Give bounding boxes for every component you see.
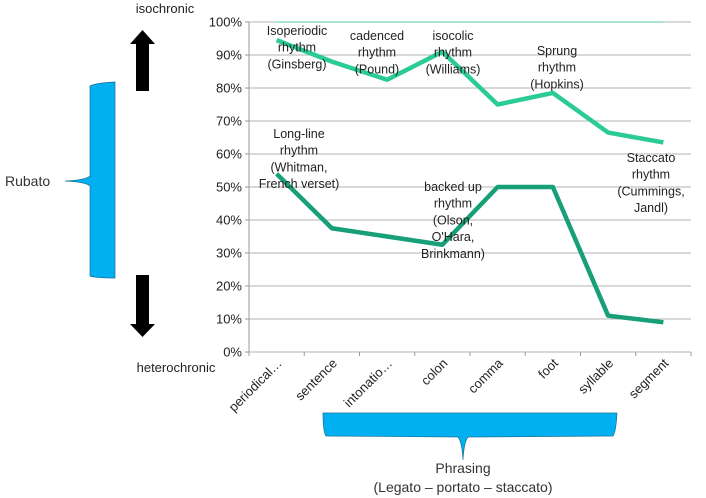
annotation-line: Brinkmann) bbox=[421, 247, 485, 261]
isochronic-label: isochronic bbox=[136, 1, 195, 16]
annotation-line: backed up bbox=[424, 180, 482, 194]
annotation: isocolic rhythm (Williams) bbox=[426, 29, 481, 76]
series-line-lower bbox=[275, 172, 664, 325]
phrasing-brace bbox=[322, 412, 618, 461]
annotation-line: isocolic bbox=[433, 29, 474, 43]
y-tick-label: 70% bbox=[216, 114, 242, 129]
annotation: Isoperiodic rhythm (Ginsberg) bbox=[267, 24, 327, 71]
annotation-line: O'Hara, bbox=[432, 230, 475, 244]
series-lines bbox=[275, 21, 664, 325]
annotation-line: (Hopkins) bbox=[530, 77, 584, 91]
annotation-line: rhythm bbox=[434, 46, 472, 60]
annotation-line: (Ginsberg) bbox=[267, 57, 326, 71]
y-tick-label: 10% bbox=[216, 312, 242, 327]
annotation: backed up rhythm (Olson, O'Hara, Brinkmann) bbox=[421, 180, 485, 261]
annotation-line: cadenced bbox=[350, 29, 404, 43]
series-line-upper bbox=[275, 38, 664, 145]
rubato-brace bbox=[64, 81, 116, 279]
y-tick-label: 100% bbox=[209, 15, 243, 30]
annotation: Long-line rhythm (Whitman, French verset) bbox=[259, 127, 340, 191]
annotation-line: French verset) bbox=[259, 177, 340, 191]
x-tick-label: intonatio… bbox=[341, 356, 396, 411]
y-tick-label: 30% bbox=[216, 246, 242, 261]
arrow-up-icon bbox=[130, 30, 155, 91]
phrasing-sublabel: (Legato – portato – staccato) bbox=[374, 479, 553, 495]
annotations: Isoperiodic rhythm (Ginsberg) cadenced rhyth… bbox=[259, 24, 685, 261]
y-tick-label: 80% bbox=[216, 81, 242, 96]
annotation-line: Sprung bbox=[537, 44, 577, 58]
y-tick-label: 60% bbox=[216, 147, 242, 162]
x-tick-label: syllable bbox=[575, 356, 616, 397]
rubato-label: Rubato bbox=[5, 173, 50, 189]
y-tick-label: 20% bbox=[216, 279, 242, 294]
annotation-line: rhythm bbox=[538, 61, 576, 75]
phrasing-label: Phrasing bbox=[435, 460, 490, 476]
annotation-line: rhythm bbox=[632, 168, 670, 182]
x-tick-label: foot bbox=[535, 355, 561, 381]
annotation-line: rhythm bbox=[280, 144, 318, 158]
x-axis-ticks: periodical… sentence intonatio… colon comma f… bbox=[226, 355, 672, 415]
y-axis-ticks: 0% 10% 20% 30% 40% 50% 60% 70% 80% 90% 100% bbox=[209, 15, 243, 360]
annotation: Staccato rhythm (Cummings, Jandl) bbox=[617, 151, 684, 215]
annotation-line: Jandl) bbox=[634, 201, 668, 215]
x-tick-label: colon bbox=[418, 356, 451, 389]
x-tick-label: comma bbox=[465, 355, 506, 396]
annotation-line: Isoperiodic bbox=[267, 24, 327, 38]
x-tick-label: sentence bbox=[292, 356, 340, 404]
heterochronic-label: heterochronic bbox=[137, 360, 216, 375]
x-tick-label: periodical… bbox=[226, 356, 285, 415]
y-tick-label: 50% bbox=[216, 180, 242, 195]
annotation-line: (Cummings, bbox=[617, 184, 684, 198]
y-tick-label: 40% bbox=[216, 213, 242, 228]
y-tick-label: 90% bbox=[216, 48, 242, 63]
annotation-line: rhythm bbox=[434, 197, 472, 211]
annotation: Sprung rhythm (Hopkins) bbox=[530, 44, 584, 91]
x-tick-label: segment bbox=[626, 355, 672, 401]
annotation-line: rhythm bbox=[358, 46, 396, 60]
annotation-line: (Williams) bbox=[426, 62, 481, 76]
annotation-line: (Pound) bbox=[355, 62, 399, 76]
annotation-line: rhythm bbox=[278, 41, 316, 55]
annotation-line: Staccato bbox=[627, 151, 676, 165]
annotation-line: (Olson, bbox=[433, 213, 473, 227]
y-tick-label: 0% bbox=[223, 345, 242, 360]
annotation-line: (Whitman, bbox=[271, 160, 328, 174]
annotation-line: Long-line bbox=[273, 127, 324, 141]
annotation: cadenced rhythm (Pound) bbox=[350, 29, 404, 76]
arrow-down-icon bbox=[130, 275, 155, 337]
